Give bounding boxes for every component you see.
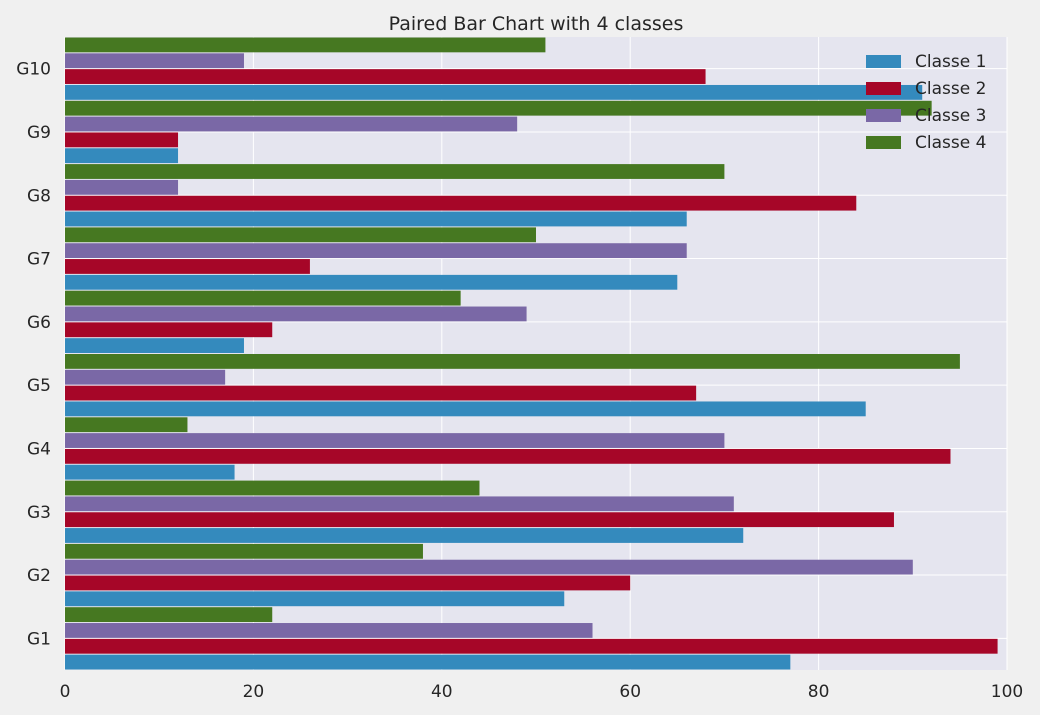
bar xyxy=(65,417,188,433)
bar xyxy=(65,148,179,164)
y-tick-label: G2 xyxy=(27,566,51,586)
bar xyxy=(65,259,310,274)
y-tick-label: G1 xyxy=(27,629,51,649)
bar xyxy=(65,448,951,464)
bar xyxy=(65,243,687,259)
bar xyxy=(65,274,678,290)
bar xyxy=(65,69,706,84)
bar xyxy=(65,654,791,670)
legend-label: Classe 3 xyxy=(915,106,986,126)
bar xyxy=(65,322,273,338)
bar xyxy=(65,480,480,496)
bar xyxy=(65,559,913,575)
x-tick-label: 100 xyxy=(991,682,1023,702)
x-tick-label: 80 xyxy=(808,682,830,702)
bar xyxy=(65,179,179,195)
bar xyxy=(65,369,226,385)
y-tick-label: G4 xyxy=(27,439,51,459)
bar xyxy=(65,496,734,512)
bar xyxy=(65,306,527,322)
y-tick-label: G3 xyxy=(27,503,51,523)
bar xyxy=(65,132,179,148)
y-tick-label: G9 xyxy=(27,123,51,143)
bar xyxy=(65,227,536,243)
grid-lines xyxy=(64,37,1008,670)
legend-label: Classe 2 xyxy=(915,79,986,99)
bar xyxy=(65,290,461,306)
x-axis-ticks: 0 20 40 60 80 100 xyxy=(60,682,1024,702)
bar xyxy=(65,528,744,543)
bar xyxy=(65,433,725,448)
x-tick-label: 60 xyxy=(619,682,641,702)
bar xyxy=(65,53,244,69)
legend-swatch xyxy=(866,55,901,68)
bar xyxy=(65,195,857,211)
y-tick-label: G6 xyxy=(27,313,51,333)
legend-label: Classe 4 xyxy=(915,133,986,153)
y-tick-label: G8 xyxy=(27,186,51,206)
y-axis-ticks: G1 G2 G3 G4 G5 G6 G7 G8 G9 G10 xyxy=(16,60,51,650)
legend-swatch xyxy=(866,109,901,122)
bar xyxy=(65,512,894,528)
bar xyxy=(65,84,923,100)
x-tick-label: 20 xyxy=(243,682,265,702)
bar xyxy=(65,464,235,480)
bar xyxy=(65,591,565,607)
bars-group xyxy=(65,37,998,670)
bar xyxy=(65,401,866,417)
bar xyxy=(65,338,244,353)
bar xyxy=(65,575,631,591)
legend-swatch xyxy=(866,136,901,149)
legend: Classe 1 Classe 2 Classe 3 Classe 4 xyxy=(866,52,986,153)
chart-title: Paired Bar Chart with 4 classes xyxy=(389,13,684,35)
y-tick-label: G7 xyxy=(27,250,51,270)
y-tick-label: G5 xyxy=(27,376,51,396)
bar xyxy=(65,37,546,53)
legend-label: Classe 1 xyxy=(915,52,986,72)
bar xyxy=(65,623,593,638)
x-tick-label: 40 xyxy=(431,682,453,702)
bar xyxy=(65,385,697,401)
bar xyxy=(65,638,998,654)
bar xyxy=(65,100,932,116)
y-tick-label: G10 xyxy=(16,60,51,80)
x-tick-label: 0 xyxy=(60,682,71,702)
bar xyxy=(65,543,423,559)
bar xyxy=(65,211,687,227)
bar xyxy=(65,607,273,623)
bar xyxy=(65,354,960,369)
bar xyxy=(65,116,518,132)
bar xyxy=(65,164,725,179)
legend-swatch xyxy=(866,82,901,95)
